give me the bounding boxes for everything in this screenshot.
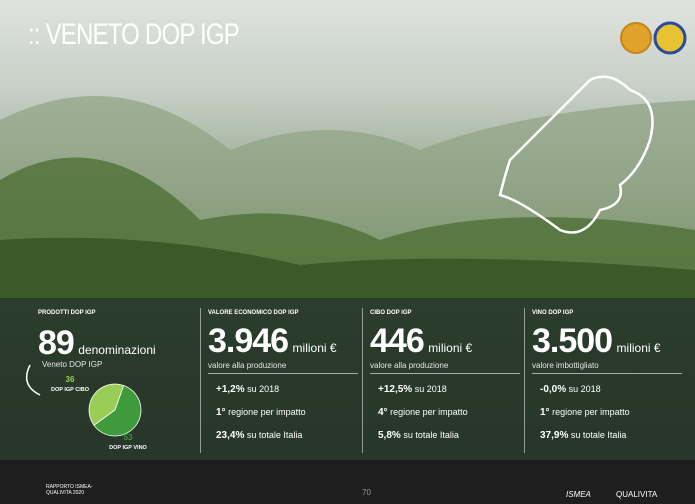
stat-value: +1,2%: [216, 384, 245, 395]
panel-label: VINO DOP IGP: [532, 310, 574, 316]
pie-slice: [88, 383, 125, 426]
stat: 4° regione per impatto: [378, 407, 520, 418]
sub: valore alla produzione: [370, 361, 520, 374]
panel-headline: 89 denominazioni: [38, 324, 156, 363]
separator: [524, 308, 525, 453]
stat-text: su 2018: [568, 384, 601, 394]
unit: milioni €: [292, 341, 337, 355]
stat: -0,0% su 2018: [540, 384, 682, 395]
stat-value: 1°: [540, 407, 550, 418]
sub: valore imbottigliato: [532, 361, 682, 374]
stat: 37,9% su totale Italia: [540, 430, 682, 441]
separator: [362, 308, 363, 453]
pie-slice: [93, 384, 142, 437]
unit: milioni €: [428, 341, 473, 355]
big-number: 89: [38, 324, 75, 362]
stat-text: regione per impatto: [390, 407, 468, 417]
stat-text: su 2018: [247, 384, 280, 394]
panel-label: PRODOTTI DOP IGP: [38, 310, 96, 316]
big-number: 446: [370, 322, 425, 360]
panel: VINO DOP IGP 3.500 milioni € valore imbo…: [532, 310, 682, 441]
separator: [200, 308, 201, 453]
stat: 1° regione per impatto: [216, 407, 358, 418]
stat-text: su totale Italia: [246, 430, 303, 440]
sub: valore alla produzione: [208, 361, 358, 374]
stat: 1° regione per impatto: [540, 407, 682, 418]
sub: Veneto DOP IGP: [42, 360, 103, 369]
stat-value: 4°: [378, 407, 388, 418]
slice-value: 53: [124, 433, 133, 442]
stat-text: regione per impatto: [228, 407, 306, 417]
slice-value: 36: [66, 375, 75, 384]
unit: denominazioni: [78, 343, 156, 357]
page-number: 70: [362, 488, 371, 497]
stat-value: 1°: [216, 407, 226, 418]
brand: ISMEA: [566, 490, 591, 499]
slice-name: DOP IGP CIBO: [51, 387, 90, 393]
stat-value: +12,5%: [378, 384, 413, 395]
stat-value: 5,8%: [378, 430, 401, 441]
panel-label: CIBO DOP IGP: [370, 310, 412, 316]
stat: +12,5% su 2018: [378, 384, 520, 395]
panel: CIBO DOP IGP 446 milioni € valore alla p…: [370, 310, 520, 441]
stat-text: regione per impatto: [552, 407, 630, 417]
report: RAPPORTO ISMEA-QUALIVITA 2020: [46, 484, 93, 496]
pie-chart: 36 DOP IGP CIBO 53 DOP IGP VINO: [51, 375, 148, 451]
panel-label: VALORE ECONOMICO DOP IGP: [208, 310, 299, 316]
big-number: 3.500: [532, 322, 613, 360]
title: :: VENETO DOP IGP: [28, 18, 240, 51]
brand: QUALIVITA: [616, 490, 658, 499]
stat-text: su totale Italia: [403, 430, 459, 440]
unit: milioni €: [616, 341, 661, 355]
stat: 5,8% su totale Italia: [378, 430, 520, 441]
stat: 23,4% su totale Italia: [216, 430, 358, 441]
stat-value: 23,4%: [216, 430, 245, 441]
stat-text: su totale Italia: [570, 430, 627, 440]
stat-value: 37,9%: [540, 430, 569, 441]
stat: +1,2% su 2018: [216, 384, 358, 395]
slice-name: DOP IGP VINO: [109, 445, 147, 451]
panel: VALORE ECONOMICO DOP IGP 3.946 milioni €…: [208, 310, 358, 441]
big-number: 3.946: [208, 322, 289, 360]
stat-text: su 2018: [414, 384, 447, 394]
stat-value: -0,0%: [540, 384, 567, 395]
